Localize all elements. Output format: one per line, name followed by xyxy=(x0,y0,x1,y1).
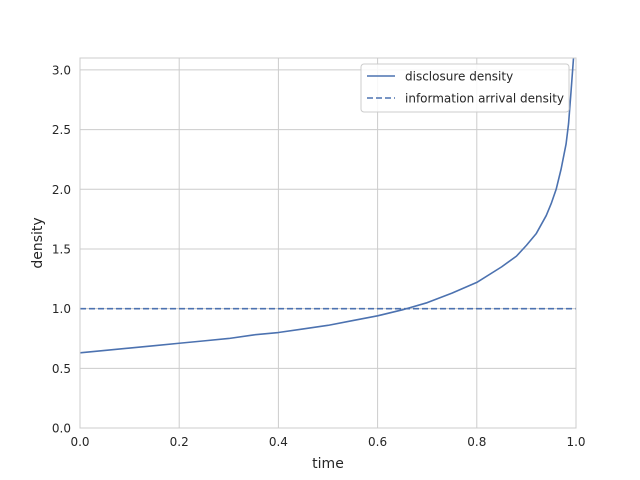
x-tick-label: 0.8 xyxy=(467,435,486,449)
y-tick-label: 1.0 xyxy=(52,302,71,316)
y-tick-label: 2.0 xyxy=(52,183,71,197)
x-tick-label: 0.2 xyxy=(170,435,189,449)
series-group xyxy=(80,58,576,354)
y-tick-label: 0.5 xyxy=(52,362,71,376)
series-line-disclosure-density xyxy=(80,58,575,354)
x-tick-label: 0.4 xyxy=(269,435,288,449)
plot-area xyxy=(80,58,576,428)
y-tick-labels: 0.0 0.5 1.0 1.5 2.0 2.5 3.0 xyxy=(52,63,71,435)
plot-frame xyxy=(79,57,577,429)
x-tick-label: 1.0 xyxy=(566,435,585,449)
y-axis-label: density xyxy=(30,217,46,268)
x-tick-labels: 0.0 0.2 0.4 0.6 0.8 1.0 xyxy=(70,435,585,449)
legend-label: information arrival density xyxy=(405,92,564,106)
legend-box xyxy=(360,63,570,113)
legend: disclosure density information arrival de… xyxy=(360,63,570,113)
y-tick-label: 3.0 xyxy=(52,63,71,77)
y-tick-label: 0.0 xyxy=(52,422,71,436)
y-tick-label: 1.5 xyxy=(52,242,71,256)
legend-label: disclosure density xyxy=(405,70,513,84)
y-tick-label: 2.5 xyxy=(52,123,71,137)
x-tick-label: 0.0 xyxy=(70,435,89,449)
x-axis-label: time xyxy=(312,456,344,472)
x-tick-label: 0.6 xyxy=(368,435,387,449)
